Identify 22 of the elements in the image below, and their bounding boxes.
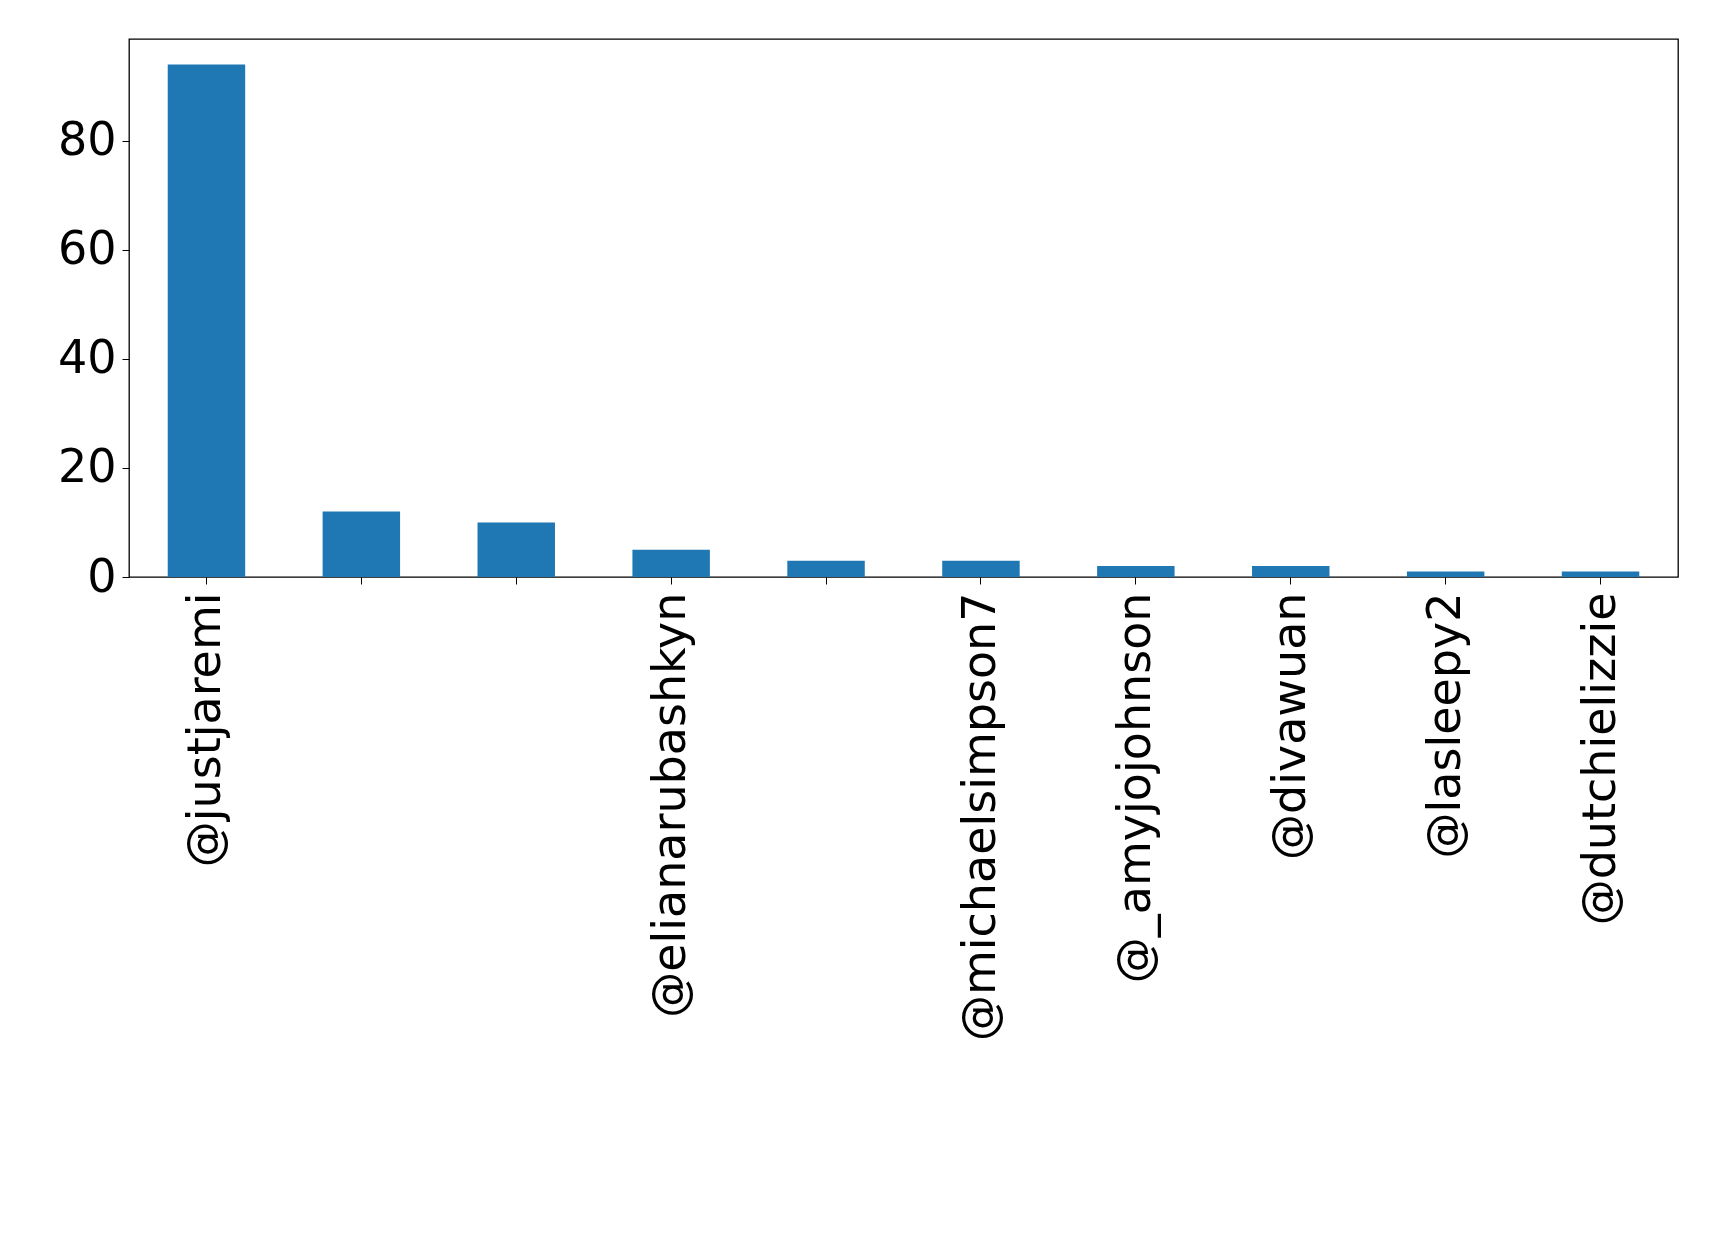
x-tick-label: @justjaremi (177, 592, 232, 868)
bar (632, 549, 710, 577)
bar (322, 511, 401, 577)
x-tick-label: @dutchielizzie (1571, 592, 1626, 926)
bar (1406, 571, 1485, 577)
y-tick-label: 0 (87, 548, 117, 603)
bar (787, 560, 865, 577)
bar (942, 560, 1020, 577)
y-tick-label: 80 (57, 112, 117, 167)
bar (1097, 566, 1175, 577)
bar (1561, 571, 1640, 577)
x-tick-label: @michaelsimpson7 (951, 592, 1006, 1042)
y-tick-label: 40 (57, 330, 117, 385)
y-tick-label: 60 (57, 221, 117, 276)
x-tick-label: @lasleepy2 (1416, 592, 1471, 859)
x-tick-label: @elianarubashkyn (642, 592, 697, 1018)
x-tick-label: @_amyjojohnson (1106, 592, 1161, 984)
y-tick-label: 20 (57, 439, 117, 494)
x-tick-label: @divawuan (1261, 592, 1316, 861)
bar (477, 522, 555, 577)
bar (167, 64, 246, 577)
bar (1252, 566, 1330, 577)
